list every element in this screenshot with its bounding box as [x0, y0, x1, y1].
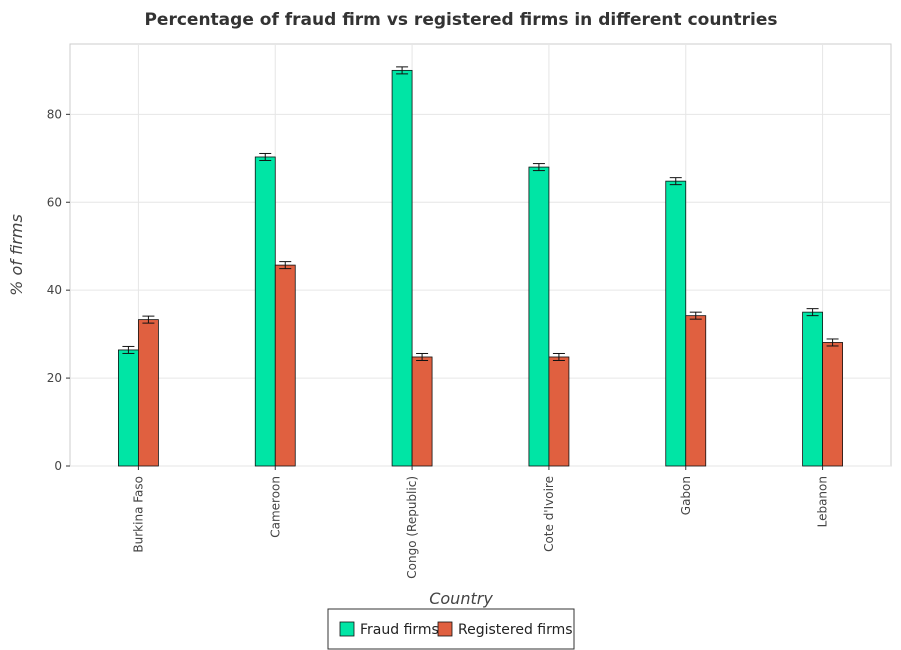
y-tick-label: 20 — [47, 371, 62, 385]
y-axis-title: % of firms — [7, 214, 26, 296]
bar-registered-firms-3 — [548, 356, 570, 467]
chart-title: Percentage of fraud firm vs registered f… — [144, 10, 777, 30]
y-tick-label: 40 — [47, 283, 62, 297]
bar-fraud-firms-2 — [391, 69, 413, 467]
legend-label: Fraud firms — [360, 622, 439, 638]
bar-fraud-firms-0 — [118, 349, 139, 467]
x-axis-title: Country — [429, 589, 493, 608]
y-tick-label: 0 — [54, 459, 62, 473]
x-tick-label: Congo (Republic) — [405, 476, 419, 579]
bar-registered-firms-2 — [411, 356, 433, 467]
legend-label: Registered firms — [458, 622, 573, 638]
bar-fraud-firms-5 — [802, 311, 823, 467]
y-ticks: 0 20 40 60 80 — [47, 107, 70, 473]
bar-registered-firms-1 — [274, 264, 296, 467]
legend-swatch — [437, 621, 453, 637]
legend-swatch — [339, 621, 355, 637]
bar-registered-firms-0 — [138, 319, 159, 467]
bar-fraud-firms-3 — [528, 166, 550, 467]
x-tick-label: Lebanon — [816, 476, 830, 527]
bar-registered-firms-4 — [685, 315, 707, 467]
y-tick-label: 80 — [47, 107, 62, 121]
x-tick-label: Cameroon — [268, 476, 282, 538]
y-tick-label: 60 — [47, 195, 62, 209]
plot-area — [69, 43, 892, 467]
x-tick-label: Cote d'Ivoire — [542, 476, 556, 552]
bar-fraud-firms-1 — [254, 156, 276, 467]
bar-registered-firms-5 — [822, 342, 843, 467]
x-tick-label: Burkina Faso — [131, 476, 145, 553]
bars — [118, 66, 843, 467]
bar-fraud-firms-4 — [665, 180, 687, 467]
x-ticks: Burkina Faso Cameroon Congo (Republic) Cote… — [131, 466, 830, 579]
x-tick-label: Gabon — [679, 476, 693, 515]
legend: Fraud firms Registered firms — [327, 608, 575, 650]
